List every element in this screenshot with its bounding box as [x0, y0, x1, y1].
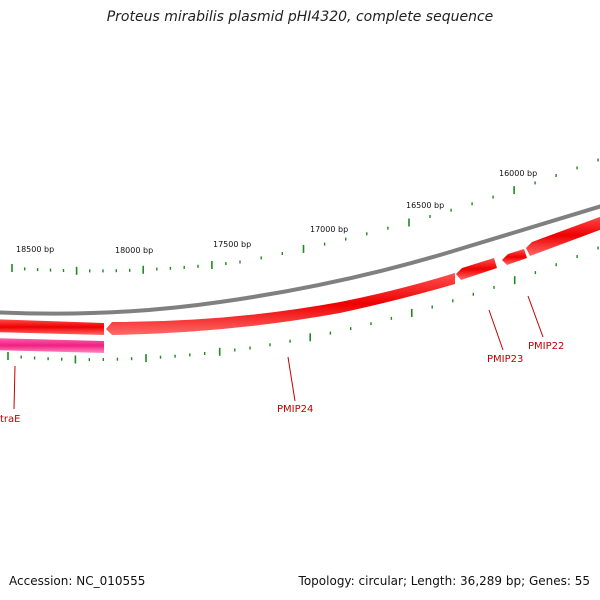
scale-label-18000: 18000 bp	[115, 246, 153, 255]
leader-PMIP22	[527, 295, 544, 338]
accession-text: Accession: NC_010555	[9, 574, 146, 588]
scale-label-18500: 18500 bp	[16, 245, 54, 254]
scale-label-16500: 16500 bp	[406, 201, 444, 210]
gene-arrow-traE	[0, 338, 104, 353]
scale-label-17500: 17500 bp	[213, 240, 251, 249]
gene-arrow-PMIP22	[502, 249, 527, 265]
gene-arrow-left-segment	[0, 319, 104, 335]
leader-PMIP23	[488, 309, 504, 351]
gene-label-PMIP22: PMIP22	[528, 341, 564, 352]
topology-summary: Topology: circular; Length: 36,289 bp; G…	[298, 574, 590, 588]
map-title: Proteus mirabilis plasmid pHI4320, compl…	[106, 9, 494, 25]
gene-label-traE: traE	[0, 414, 20, 425]
scale-label-17000: 17000 bp	[310, 225, 348, 234]
outer-tick-ring	[11, 158, 599, 275]
scale-label-16000: 16000 bp	[499, 169, 537, 178]
gene-arrow-right-segment	[526, 216, 600, 256]
gene-label-PMIP23: PMIP23	[487, 354, 523, 365]
gene-arrow-PMIP23	[456, 258, 497, 280]
gene-arrow-PMIP24	[106, 273, 455, 335]
leader-PMIP24	[287, 356, 296, 402]
gene-label-PMIP24: PMIP24	[277, 404, 313, 415]
inner-tick-ring	[7, 246, 599, 364]
backbone-ring	[0, 204, 600, 316]
leader-traE	[13, 365, 16, 410]
